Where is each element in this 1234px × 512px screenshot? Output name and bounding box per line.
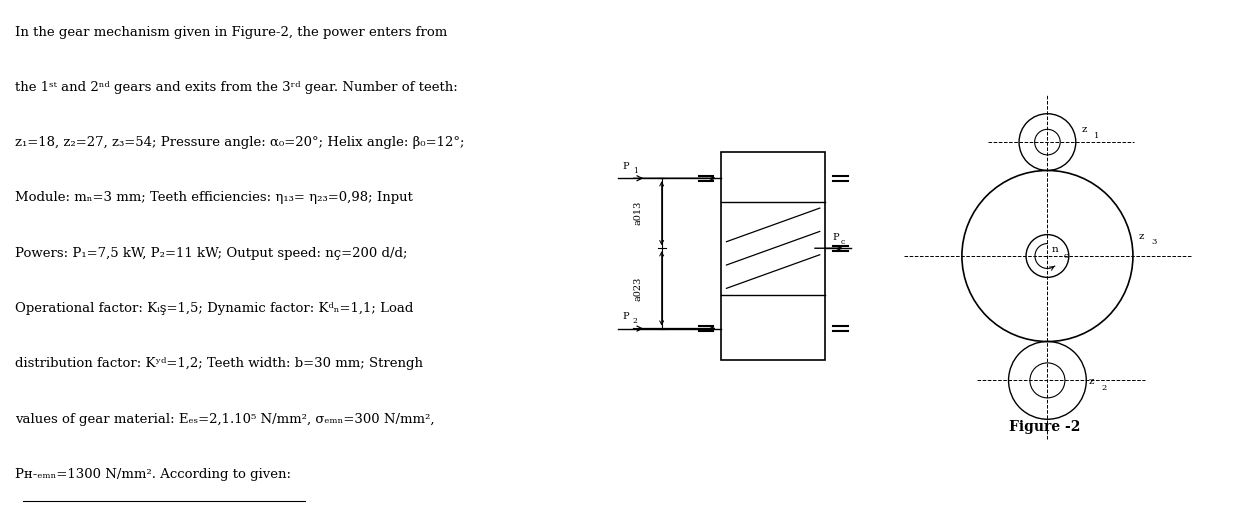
Text: the 1ˢᵗ and 2ⁿᵈ gears and exits from the 3ʳᵈ gear. Number of teeth:: the 1ˢᵗ and 2ⁿᵈ gears and exits from the… (15, 81, 458, 94)
Text: distribution factor: Kʸᵈ=1,2; Teeth width: b=30 mm; Strengh: distribution factor: Kʸᵈ=1,2; Teeth widt… (15, 357, 423, 370)
Text: In the gear mechanism given in Figure-2, the power enters from: In the gear mechanism given in Figure-2,… (15, 26, 448, 38)
Text: a013: a013 (634, 201, 643, 225)
Text: 3: 3 (1151, 239, 1157, 246)
Bar (721, 153, 824, 359)
Text: Pʜ-ₑₘₙ=1300 N/mm². According to given:: Pʜ-ₑₘₙ=1300 N/mm². According to given: (15, 468, 291, 481)
Text: Figure -2: Figure -2 (1008, 420, 1080, 434)
Text: n: n (1051, 245, 1058, 254)
Text: c: c (842, 239, 845, 246)
Text: 2: 2 (1101, 384, 1107, 392)
Text: 1: 1 (633, 167, 638, 175)
Text: 2: 2 (633, 317, 638, 326)
Text: Operational factor: Kᵢş=1,5; Dynamic factor: Kᵈₙ=1,1; Load: Operational factor: Kᵢş=1,5; Dynamic fac… (15, 302, 413, 315)
Text: Module: mₙ=3 mm; Teeth efficiencies: η₁₃= η₂₃=0,98; Input: Module: mₙ=3 mm; Teeth efficiencies: η₁₃… (15, 191, 413, 204)
Text: z: z (1082, 125, 1087, 134)
Text: values of gear material: Eₑₛ=2,1.10⁵ N/mm², σₑₘₙ=300 N/mm²,: values of gear material: Eₑₛ=2,1.10⁵ N/m… (15, 413, 434, 425)
Text: Powers: P₁=7,5 kW, P₂=11 kW; Output speed: nç=200 d/d;: Powers: P₁=7,5 kW, P₂=11 kW; Output spee… (15, 247, 408, 260)
Text: 1: 1 (1095, 132, 1099, 140)
Text: P: P (623, 312, 629, 322)
Text: z: z (1139, 231, 1144, 241)
Text: P: P (623, 162, 629, 171)
Text: a023: a023 (634, 276, 643, 301)
Text: z₁=18, z₂=27, z₃=54; Pressure angle: α₀=20°; Helix angle: β₀=12°;: z₁=18, z₂=27, z₃=54; Pressure angle: α₀=… (15, 136, 465, 149)
Text: P: P (833, 233, 839, 243)
Text: c: c (1064, 252, 1069, 260)
Text: z: z (1088, 377, 1093, 386)
